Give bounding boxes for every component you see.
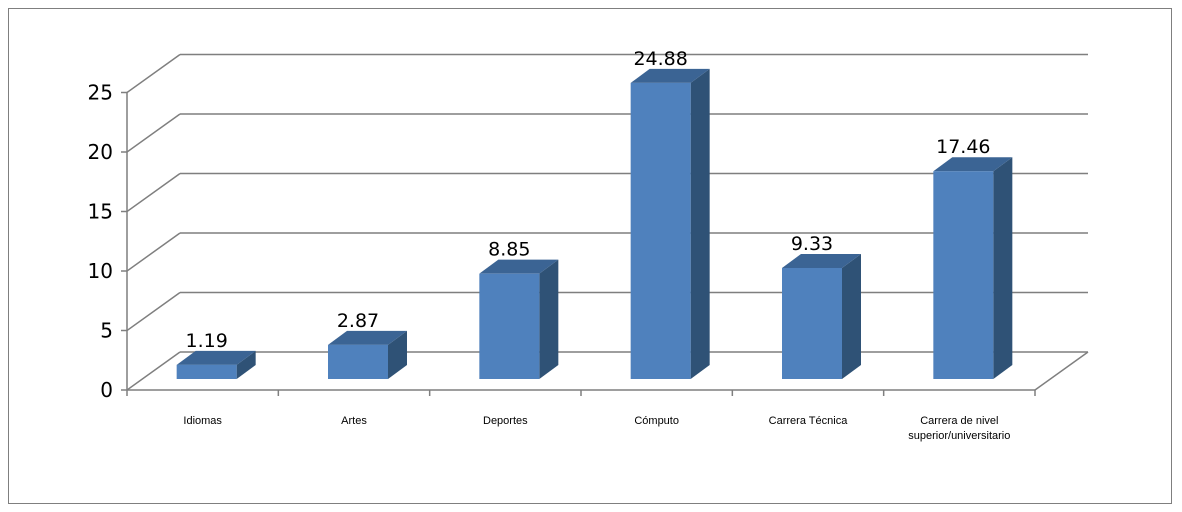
gridline-diagonal — [126, 232, 181, 272]
data-label: 2.87 — [337, 310, 379, 332]
data-label: 9.33 — [791, 233, 833, 255]
data-label: 8.85 — [488, 239, 530, 261]
bar — [933, 157, 1013, 379]
x-tick-label-line: Carrera Técnica — [769, 415, 849, 427]
bar-top — [328, 330, 407, 345]
y-tick-label: 0 — [100, 378, 113, 402]
bar-top — [176, 350, 256, 365]
y-tick-label: 25 — [88, 81, 113, 105]
bar-side — [388, 330, 407, 379]
bar-front — [176, 364, 237, 379]
data-label: 24.88 — [633, 48, 687, 70]
bar-side — [690, 68, 710, 379]
data-label: 17.46 — [936, 136, 990, 158]
bar-front — [782, 267, 842, 379]
x-tick-label: Idiomas — [183, 415, 222, 427]
x-tick-label-line: superior/universitario — [908, 430, 1010, 442]
x-tick-label: Cómputo — [634, 415, 679, 427]
gridline-diagonal — [126, 291, 181, 332]
y-tick-label: 5 — [100, 319, 113, 343]
gridline-diagonal — [126, 53, 181, 94]
y-tick-label: 20 — [88, 140, 113, 164]
label-layer: 1.19 Idiomas 2.87 Artes 8.85 Deportes 24.88 Cóm… — [183, 48, 1010, 442]
bar-front — [328, 344, 388, 379]
bar-front — [933, 171, 994, 379]
bar-top — [479, 259, 559, 274]
x-tick-label-line: Deportes — [483, 415, 528, 427]
x-tick-label: Artes — [341, 415, 367, 427]
x-tick-label: Carrera Técnica — [769, 415, 849, 427]
y-tick-label: 15 — [88, 200, 113, 224]
x-tick-label-line: Carrera de nivel — [920, 415, 998, 427]
bar-layer — [176, 68, 1013, 379]
y-tick-label: 10 — [88, 259, 113, 283]
data-label: 1.19 — [186, 330, 228, 352]
gridline-diagonal — [126, 172, 181, 213]
bar — [479, 259, 559, 379]
bar-side — [993, 157, 1013, 379]
bar-front — [630, 82, 691, 379]
gridline-diagonal — [126, 113, 181, 153]
axis-layer: 0 5 10 15 20 25 — [88, 81, 1036, 402]
bar-side — [842, 253, 861, 379]
bar — [328, 330, 407, 379]
bar-side — [539, 259, 559, 379]
gridline-diagonal — [126, 351, 181, 391]
floor-edge — [1034, 351, 1089, 391]
bar — [176, 350, 256, 379]
bar — [782, 253, 861, 379]
bar — [630, 68, 710, 379]
bar-front — [479, 273, 540, 379]
x-tick-label-line: Artes — [341, 415, 367, 427]
x-tick-label-line: Cómputo — [634, 415, 679, 427]
bar-top — [630, 68, 710, 83]
x-tick-label: Carrera de nivel superior/universitario — [908, 415, 1010, 442]
x-tick-label-line: Idiomas — [183, 415, 222, 427]
bar-top — [782, 253, 861, 268]
bar-side — [236, 350, 256, 379]
bar-top — [933, 157, 1013, 172]
x-tick-label: Deportes — [483, 415, 528, 427]
